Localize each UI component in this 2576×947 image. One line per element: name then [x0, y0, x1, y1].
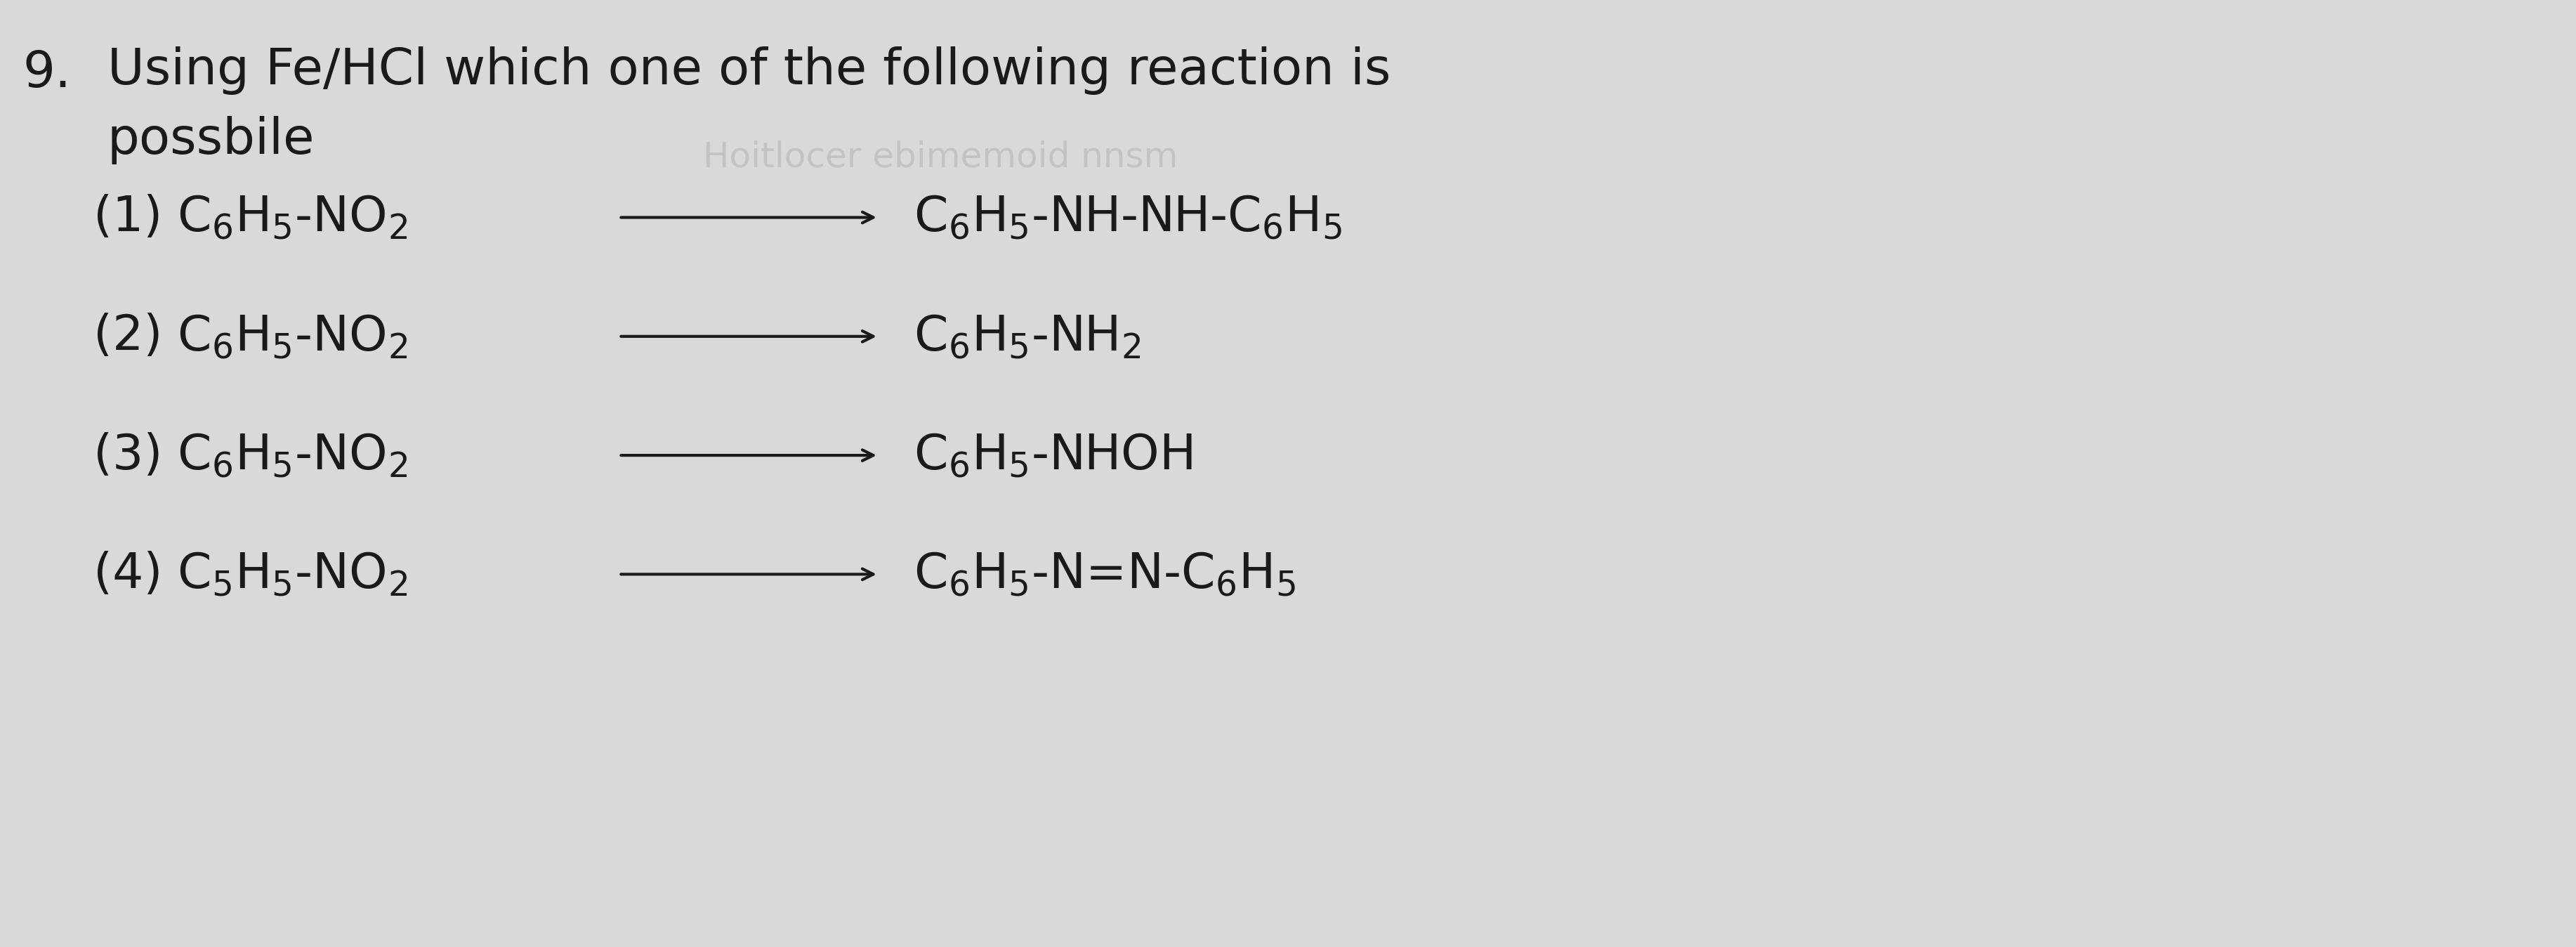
- Text: C$_6$H$_5$-NO$_2$: C$_6$H$_5$-NO$_2$: [178, 313, 407, 360]
- Text: possbile: possbile: [108, 116, 314, 165]
- Text: C$_6$H$_5$-NH$_2$: C$_6$H$_5$-NH$_2$: [914, 313, 1141, 360]
- Text: C$_6$H$_5$-NO$_2$: C$_6$H$_5$-NO$_2$: [178, 193, 407, 241]
- Text: C$_6$H$_5$-NO$_2$: C$_6$H$_5$-NO$_2$: [178, 432, 407, 479]
- Text: C$_6$H$_5$-N=N-C$_6$H$_5$: C$_6$H$_5$-N=N-C$_6$H$_5$: [914, 550, 1296, 598]
- Text: C$_5$H$_5$-NO$_2$: C$_5$H$_5$-NO$_2$: [178, 550, 407, 598]
- Text: (3): (3): [93, 432, 162, 479]
- Text: Hoitlocer ebimemoid nnsm: Hoitlocer ebimemoid nnsm: [703, 140, 1177, 174]
- Text: Using Fe/HCl which one of the following reaction is: Using Fe/HCl which one of the following …: [108, 46, 1391, 95]
- Text: C$_6$H$_5$-NHOH: C$_6$H$_5$-NHOH: [914, 432, 1193, 479]
- Text: (4): (4): [93, 551, 162, 598]
- Text: C$_6$H$_5$-NH-NH-C$_6$H$_5$: C$_6$H$_5$-NH-NH-C$_6$H$_5$: [914, 193, 1342, 241]
- Text: (1): (1): [93, 194, 162, 241]
- Text: 9.: 9.: [23, 49, 72, 98]
- Text: (2): (2): [93, 313, 162, 360]
